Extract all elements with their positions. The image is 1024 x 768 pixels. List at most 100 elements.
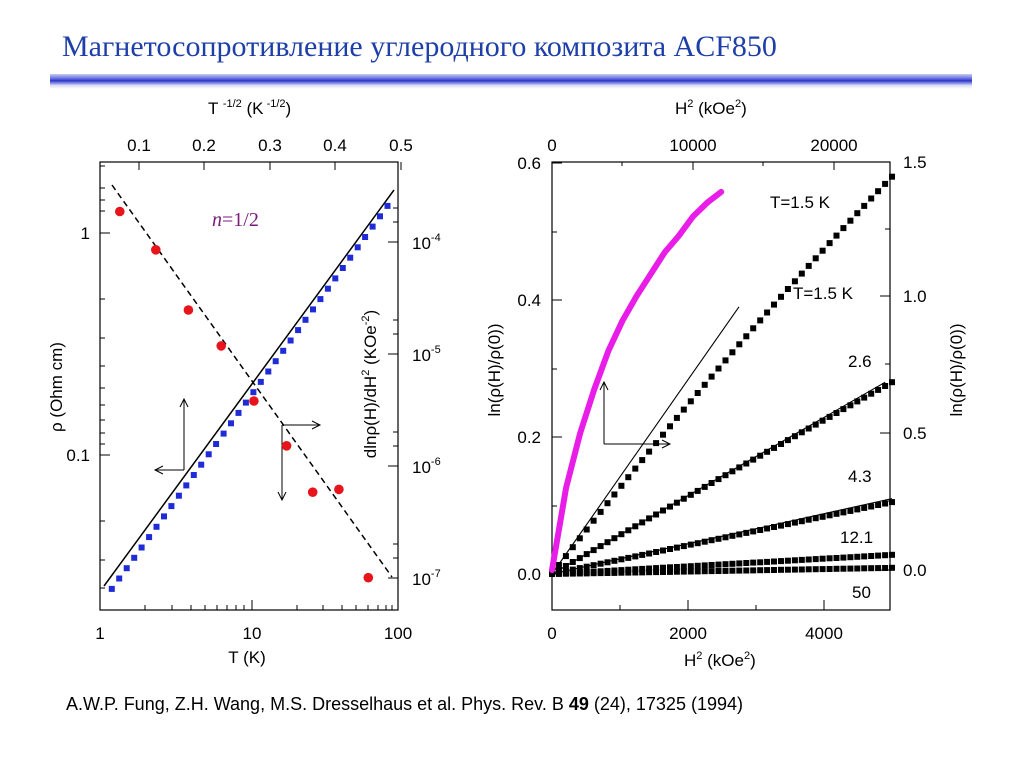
black-data-point <box>625 569 632 576</box>
black-data-point <box>812 515 819 522</box>
black-data-point <box>729 468 736 475</box>
black-data-point <box>819 555 826 562</box>
black-data-point <box>771 524 777 530</box>
black-data-point <box>736 567 743 574</box>
black-data-point <box>701 538 708 545</box>
left-solid-fit <box>103 189 395 587</box>
black-data-point <box>833 565 840 572</box>
black-data-point <box>805 566 812 573</box>
black-data-point <box>861 504 868 511</box>
blue-data-point <box>138 544 145 551</box>
magenta-series-line <box>549 188 725 573</box>
black-data-point <box>819 417 826 424</box>
black-data-point <box>784 437 791 444</box>
black-data-point <box>868 390 875 397</box>
black-data-point <box>597 543 604 550</box>
left-right-y-tick-label: 10-6 <box>412 456 441 477</box>
black-data-point <box>743 567 750 574</box>
black-data-point <box>562 570 569 577</box>
blue-data-point <box>175 492 182 499</box>
black-data-point <box>778 566 784 573</box>
black-data-point <box>694 540 701 547</box>
black-data-point <box>667 546 673 552</box>
right-series-label: 2.6 <box>848 352 872 371</box>
black-data-point <box>791 433 798 440</box>
left-plot-frame <box>99 161 399 611</box>
black-data-point <box>854 210 861 217</box>
right-magenta-series <box>549 188 725 573</box>
black-data-point <box>639 565 646 572</box>
black-data-point <box>646 448 653 455</box>
black-data-point <box>618 569 625 576</box>
black-data-point <box>660 547 666 554</box>
black-data-point <box>569 570 576 577</box>
right-top-ticks <box>551 162 835 170</box>
right-bottom-ticks <box>551 600 825 610</box>
black-data-point <box>736 531 743 538</box>
blue-data-point <box>377 213 383 220</box>
right-left-y-axis-label: ln(ρ(H)/ρ(0)) <box>485 324 504 417</box>
black-data-point <box>875 502 882 508</box>
blue-data-point <box>339 265 346 271</box>
black-data-point <box>819 247 826 254</box>
figure: 0.1 0.2 0.3 0.4 0.5 T -1/2 (K -1/2) 1 10… <box>47 98 966 670</box>
black-data-point <box>569 559 576 565</box>
black-data-point <box>840 509 847 516</box>
black-data-point <box>875 552 882 559</box>
left-right-y-ticks <box>388 207 398 579</box>
black-data-point <box>583 526 590 533</box>
right-series-label: 50 <box>852 583 871 602</box>
black-data-point <box>660 431 666 438</box>
black-data-point <box>687 563 694 570</box>
black-data-point <box>611 491 618 498</box>
black-data-point <box>611 569 618 576</box>
black-data-point <box>590 547 597 554</box>
black-data-point <box>840 565 847 572</box>
black-data-point <box>715 568 722 574</box>
black-data-point <box>701 568 708 575</box>
black-data-point <box>798 429 805 436</box>
black-data-point <box>618 531 625 538</box>
black-data-point <box>736 464 743 471</box>
blue-data-point <box>384 202 391 209</box>
black-data-point <box>889 173 895 180</box>
right-series-label: T=1.5 K <box>770 193 831 212</box>
black-data-point <box>812 255 819 262</box>
blue-data-point <box>235 409 242 416</box>
black-data-point <box>791 519 798 526</box>
blue-data-point <box>280 347 287 354</box>
blue-data-point <box>265 368 272 375</box>
black-data-point <box>861 394 868 401</box>
right-right-y-tick-label: 1.0 <box>903 287 927 306</box>
black-data-point <box>590 562 597 569</box>
blue-data-point <box>242 399 249 406</box>
black-data-point <box>882 552 889 559</box>
blue-data-point <box>161 513 167 520</box>
black-data-point <box>708 480 715 486</box>
black-data-point <box>854 506 861 513</box>
black-data-point <box>715 535 722 542</box>
black-data-point <box>819 566 826 573</box>
black-data-point <box>694 562 701 569</box>
black-data-point <box>764 309 771 316</box>
black-data-point <box>632 553 639 560</box>
black-data-point <box>611 557 618 564</box>
black-data-point <box>833 410 840 416</box>
black-data-point <box>889 551 895 558</box>
black-data-point <box>854 565 861 572</box>
blue-data-point <box>131 554 138 561</box>
black-data-point <box>653 511 660 518</box>
black-data-point <box>798 270 805 277</box>
black-data-point <box>771 444 777 451</box>
black-data-point <box>826 512 833 519</box>
black-data-point <box>597 560 604 567</box>
black-data-point <box>875 188 882 195</box>
blue-data-point <box>332 275 339 282</box>
black-data-point <box>840 225 847 232</box>
left-bottom-tick-label: 100 <box>384 624 412 643</box>
black-data-point <box>833 232 840 239</box>
black-data-point <box>597 570 604 577</box>
black-data-point <box>667 564 673 571</box>
black-data-point <box>625 527 632 534</box>
black-data-point <box>757 527 764 533</box>
